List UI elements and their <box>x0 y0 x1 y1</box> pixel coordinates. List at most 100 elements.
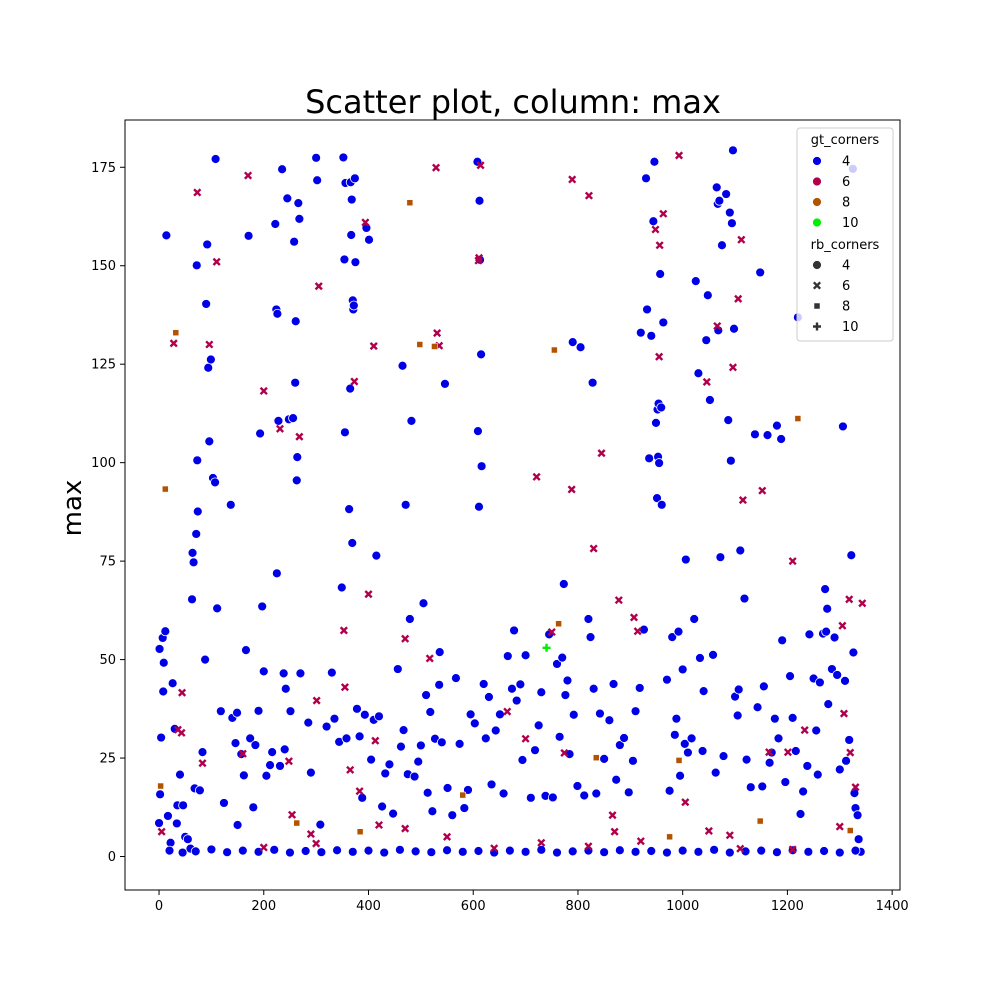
data-point <box>717 240 727 251</box>
data-point <box>339 626 348 635</box>
data-point <box>724 847 735 858</box>
data-point <box>674 151 684 160</box>
data-point <box>212 603 223 614</box>
data-point <box>253 705 264 716</box>
data-point <box>832 670 843 680</box>
data-point <box>732 710 743 721</box>
data-point <box>279 744 290 755</box>
data-point <box>585 632 596 643</box>
data-point <box>273 416 284 426</box>
data-point <box>350 257 361 268</box>
data-point <box>689 614 700 624</box>
data-point <box>503 707 512 716</box>
data-point <box>241 645 251 656</box>
y-tick-label: 150 <box>91 259 116 274</box>
data-point <box>655 269 666 279</box>
x-tick-label: 1400 <box>876 899 909 914</box>
data-point <box>662 847 672 858</box>
data-point <box>312 839 321 848</box>
data-point <box>311 152 322 163</box>
legend-hue-marker <box>812 197 822 207</box>
data-point <box>292 452 303 463</box>
data-point <box>772 847 782 858</box>
data-point <box>758 486 767 495</box>
data-point <box>848 647 859 658</box>
data-point <box>783 748 792 757</box>
data-point <box>835 822 844 831</box>
data-point <box>804 629 815 640</box>
data-point <box>359 709 370 720</box>
data-point <box>537 838 546 847</box>
data-point <box>819 846 829 856</box>
data-point <box>321 721 332 732</box>
data-point <box>656 402 667 413</box>
data-point <box>380 768 391 779</box>
data-point <box>823 699 834 709</box>
data-point <box>200 654 211 665</box>
data-point <box>728 145 738 156</box>
data-point <box>560 748 569 757</box>
data-point <box>190 846 201 857</box>
data-point <box>812 769 823 780</box>
data-point <box>599 753 610 764</box>
data-point <box>750 429 760 440</box>
data-point <box>662 674 672 685</box>
data-point <box>167 678 178 689</box>
data-point <box>649 156 660 167</box>
data-point <box>695 653 705 663</box>
data-point <box>238 770 249 781</box>
data-point <box>346 765 355 774</box>
data-point <box>316 847 327 858</box>
data-point <box>395 844 405 855</box>
data-point <box>677 664 688 675</box>
data-points <box>154 145 867 858</box>
data-point <box>629 613 639 622</box>
data-point <box>787 712 798 723</box>
data-point <box>733 684 744 695</box>
data-point <box>853 834 864 845</box>
data-point <box>757 781 768 792</box>
y-tick-label: 75 <box>99 555 116 570</box>
data-point <box>198 759 207 768</box>
data-point <box>374 820 384 830</box>
data-point <box>567 846 578 857</box>
data-point <box>838 621 847 630</box>
data-point <box>568 709 579 720</box>
data-point <box>788 845 797 854</box>
data-point <box>349 173 360 184</box>
data-point <box>163 811 173 821</box>
data-point <box>300 846 311 856</box>
data-point <box>698 686 709 696</box>
data-point <box>840 675 850 686</box>
data-point <box>764 757 775 768</box>
data-point <box>821 626 832 637</box>
data-point <box>536 687 547 698</box>
legend-style-title: rb_corners <box>811 238 880 253</box>
data-point <box>212 257 221 266</box>
data-point <box>648 216 659 227</box>
data-point <box>614 845 625 856</box>
data-point <box>484 692 494 702</box>
data-point <box>822 603 833 614</box>
data-point <box>758 681 769 692</box>
data-point <box>486 779 497 790</box>
data-point <box>658 317 669 328</box>
data-point <box>250 740 261 750</box>
data-point <box>434 647 445 658</box>
data-point <box>474 195 485 206</box>
data-point <box>187 547 198 558</box>
data-point <box>584 842 593 851</box>
y-tick-label: 0 <box>108 850 116 865</box>
data-point <box>442 832 452 841</box>
data-point <box>347 538 358 548</box>
data-point <box>755 267 766 278</box>
data-point <box>794 415 802 422</box>
data-point <box>237 845 248 856</box>
plot-frame <box>124 119 901 891</box>
data-point <box>413 756 424 767</box>
data-point <box>635 327 646 338</box>
data-point <box>725 455 736 466</box>
data-point <box>714 195 725 206</box>
data-point <box>401 824 410 833</box>
